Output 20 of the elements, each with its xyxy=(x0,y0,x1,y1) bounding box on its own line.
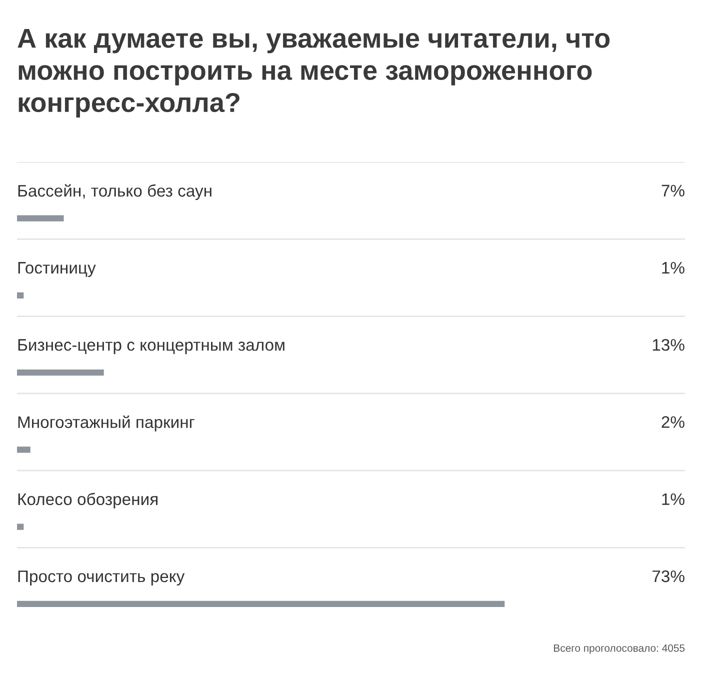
bar xyxy=(17,524,24,530)
chart-title: А как думаете вы, уважаемые читатели, что можно построить на месте замороженного конгресс-холла? xyxy=(18,28,610,118)
text: Всего проголосовало: 4055 xyxy=(554,644,685,654)
bar xyxy=(17,292,24,299)
bar xyxy=(17,369,104,376)
data-label: 73% xyxy=(652,570,684,582)
y-tick-label: Бассейн, только без саун xyxy=(18,184,212,200)
y-tick-label: Бизнес-центр с концертным залом xyxy=(18,339,284,354)
y-tick-label: Многоэтажный паркинг xyxy=(18,416,194,432)
data-label: 2% xyxy=(662,416,684,428)
y-tick-label: Гостиницу xyxy=(18,262,96,277)
y-tick-label: Колесо обозрения xyxy=(18,492,158,508)
y-tick-label: Просто очистить реку xyxy=(18,570,185,586)
bar xyxy=(17,600,505,608)
bar xyxy=(17,215,64,222)
data-label: 13% xyxy=(652,339,684,351)
data-label: 1% xyxy=(662,262,684,274)
data-label: 1% xyxy=(662,493,684,506)
data-label: 7% xyxy=(662,184,684,196)
bar xyxy=(17,446,30,453)
